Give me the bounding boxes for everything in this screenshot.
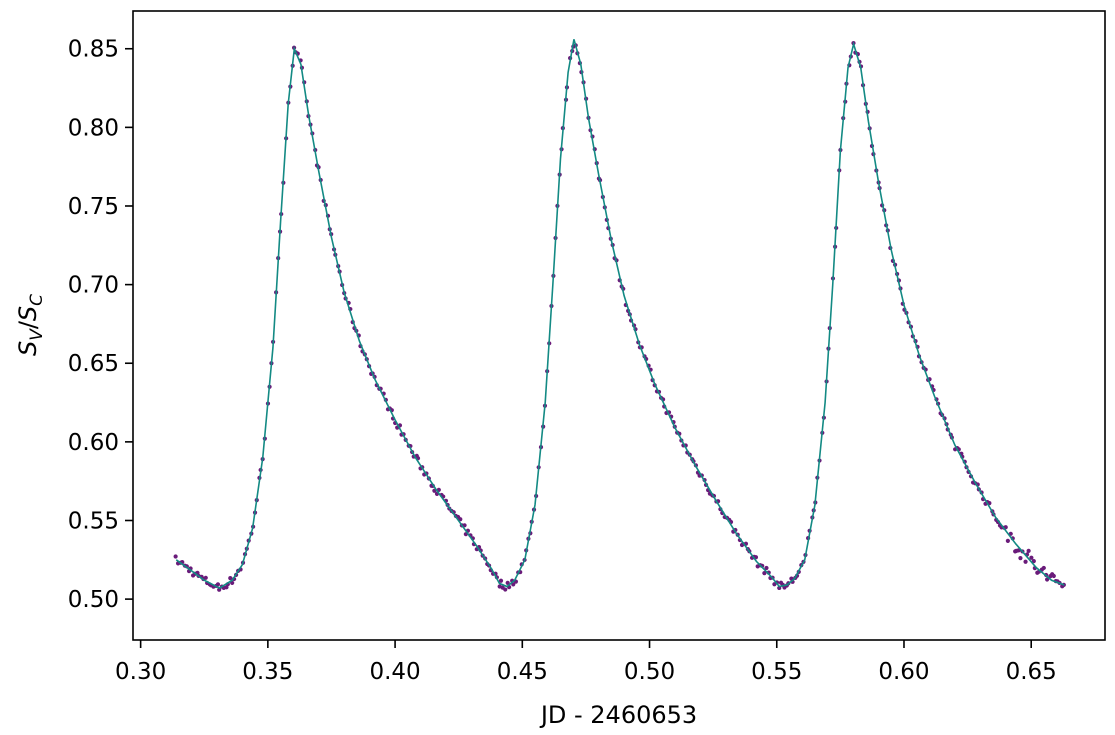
data-point [1029, 555, 1034, 560]
y-axis-label: SV/SC [14, 294, 47, 356]
data-point [217, 587, 222, 592]
x-tick-label: 0.60 [878, 659, 929, 685]
data-point [505, 580, 510, 585]
data-point [1023, 559, 1028, 564]
x-axis-label: JD - 2460653 [539, 701, 697, 729]
data-point [1026, 548, 1031, 553]
data-point [1045, 577, 1050, 582]
plot-frame [132, 10, 1106, 641]
x-axis: 0.30 0.35 0.40 0.45 0.50 0.55 0.60 0.65 [115, 640, 1057, 685]
data-point [498, 578, 504, 583]
data-point [1051, 573, 1056, 579]
x-tick-label: 0.35 [242, 659, 293, 685]
y-tick-label: 0.85 [68, 37, 119, 63]
y-tick-label: 0.65 [68, 351, 119, 377]
data-point [764, 565, 769, 571]
y-tick-label: 0.75 [68, 194, 119, 220]
y-axis-label-base1: S [14, 341, 42, 356]
x-tick-label: 0.45 [497, 659, 548, 685]
data-point [511, 582, 516, 587]
x-tick-label: 0.30 [115, 659, 166, 685]
data-point [503, 587, 508, 592]
y-tick-label: 0.60 [68, 430, 119, 456]
data-point [203, 575, 208, 580]
data-point [1041, 565, 1046, 571]
y-axis-label-base2: S [14, 306, 42, 321]
data-point [762, 571, 767, 576]
y-axis-label-sub2: C [27, 294, 47, 306]
y-tick-label: 0.55 [68, 508, 119, 534]
data-point [1005, 538, 1010, 543]
data-point [1031, 559, 1036, 564]
y-tick-label: 0.50 [68, 587, 119, 613]
x-tick-label: 0.40 [369, 659, 420, 685]
data-point [224, 585, 229, 590]
y-axis-label-sub1: V [27, 328, 47, 341]
data-point [1018, 556, 1023, 561]
y-tick-label: 0.80 [68, 115, 119, 141]
x-tick-label: 0.55 [751, 659, 802, 685]
data-point [173, 554, 178, 559]
plot-area [133, 11, 1105, 640]
y-tick-label: 0.70 [68, 273, 119, 299]
y-axis: 0.50 0.55 0.60 0.65 0.70 0.75 0.80 0.85 [68, 37, 133, 613]
data-point [228, 576, 233, 581]
x-tick-label: 0.65 [1006, 659, 1057, 685]
data-point [215, 582, 221, 587]
model-curve-line [175, 39, 1065, 590]
x-tick-label: 0.50 [624, 659, 675, 685]
y-axis-label-sep: / [14, 320, 42, 329]
